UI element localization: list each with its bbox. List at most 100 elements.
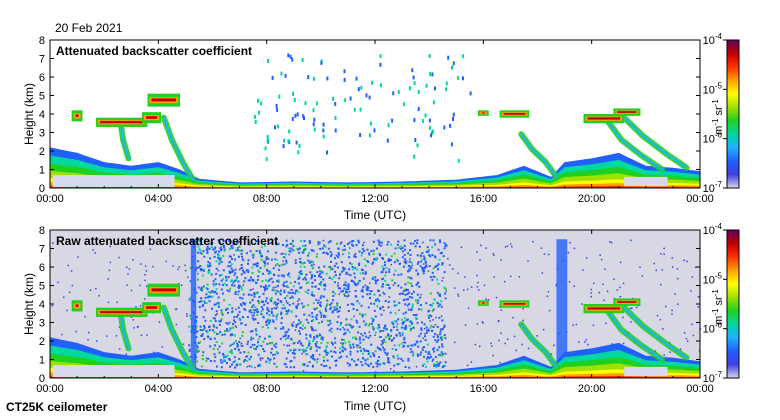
- noise-speckle: [367, 286, 370, 289]
- noise-speckle: [350, 318, 353, 321]
- noise-speckle: [295, 307, 298, 310]
- y-tick-label: 7: [39, 244, 45, 256]
- noise-speckle: [257, 239, 260, 242]
- noise-speckle: [378, 252, 381, 255]
- noise-speckle: [242, 269, 244, 272]
- noise-speckle: [398, 344, 401, 347]
- noise-speckle: [220, 279, 223, 282]
- noise-speckle: [95, 287, 97, 290]
- noise-speckle: [424, 335, 426, 338]
- noise-speckle: [275, 243, 278, 246]
- noise-speckle: [282, 284, 285, 286]
- noise-speckle: [388, 337, 391, 340]
- noise-speckle: [292, 285, 295, 288]
- noise-speckle: [175, 308, 177, 310]
- noise-speckle: [310, 249, 313, 251]
- noise-speckle: [437, 268, 439, 271]
- noise-speckle: [318, 283, 321, 285]
- noise-speckle: [229, 265, 232, 268]
- noise-speckle: [409, 282, 412, 285]
- noise-speckle: [277, 302, 280, 304]
- noise-speckle: [555, 284, 557, 287]
- noise-speckle: [213, 247, 216, 250]
- noise-speckle: [271, 347, 273, 350]
- noise-speckle: [260, 252, 262, 255]
- noise-speckle: [212, 348, 215, 350]
- noise-speckle: [253, 292, 256, 295]
- noise-speckle: [265, 360, 268, 363]
- noise-speckle: [247, 241, 250, 244]
- noise-speckle: [605, 322, 607, 325]
- noise-speckle: [437, 282, 440, 285]
- noise-speckle: [139, 284, 141, 287]
- noise-speckle: [294, 262, 297, 264]
- noise-speckle: [409, 265, 412, 268]
- noise-speckle: [361, 315, 364, 318]
- noise-speckle: [217, 332, 220, 335]
- noise-speckle: [318, 310, 321, 313]
- noise-speckle: [274, 289, 277, 292]
- noise-speckle: [479, 345, 481, 348]
- noise-speckle: [429, 326, 432, 329]
- noise-speckle: [238, 363, 241, 366]
- noise-speckle: [276, 313, 279, 316]
- noise-speckle: [255, 250, 258, 252]
- noise-speckle: [293, 342, 296, 345]
- noise-speckle: [276, 284, 279, 287]
- noise-speckle: [336, 284, 339, 287]
- noise-speckle: [362, 272, 365, 275]
- noise-speckle: [264, 261, 266, 263]
- noise-speckle: [427, 329, 430, 332]
- noise-speckle: [444, 361, 447, 364]
- noise-speckle: [144, 265, 147, 267]
- noise-speckle: [221, 313, 224, 316]
- noise-speckle: [330, 327, 333, 330]
- noise-speckle: [253, 347, 255, 350]
- noise-speckle: [250, 338, 253, 341]
- noise-speckle: [237, 344, 239, 347]
- noise-speckle: [429, 320, 431, 322]
- noise-speckle: [630, 239, 632, 242]
- noise-speckle: [241, 258, 244, 260]
- cloud-speckle: [266, 138, 269, 143]
- noise-speckle: [348, 290, 351, 293]
- noise-speckle: [376, 363, 379, 366]
- noise-speckle: [77, 256, 79, 258]
- noise-speckle: [425, 331, 428, 334]
- noise-speckle: [550, 353, 553, 355]
- noise-speckle: [292, 249, 295, 252]
- noise-speckle: [421, 348, 424, 351]
- noise-speckle: [258, 363, 261, 366]
- colorbar: [726, 229, 740, 379]
- noise-speckle: [205, 302, 208, 305]
- noise-speckle: [291, 242, 294, 245]
- noise-speckle: [373, 309, 376, 312]
- noise-speckle: [410, 277, 413, 280]
- noise-speckle: [310, 346, 313, 349]
- noise-speckle: [444, 365, 446, 367]
- noise-speckle: [336, 302, 339, 305]
- noise-speckle: [380, 330, 382, 332]
- noise-speckle: [325, 251, 328, 254]
- noise-speckle: [241, 297, 244, 300]
- noise-speckle: [189, 314, 192, 317]
- noise-speckle: [218, 351, 221, 354]
- noise-speckle: [326, 351, 329, 354]
- noise-speckle: [415, 317, 417, 320]
- noise-speckle: [255, 262, 258, 265]
- noise-speckle: [297, 248, 300, 251]
- noise-speckle: [466, 288, 469, 291]
- x-tick-label: 00:00: [36, 383, 64, 395]
- noise-speckle: [276, 302, 279, 305]
- noise-speckle: [432, 348, 434, 351]
- noise-speckle: [428, 316, 431, 319]
- noise-speckle: [275, 342, 278, 345]
- noise-speckle: [419, 353, 422, 356]
- noise-speckle: [365, 335, 368, 338]
- noise-speckle: [257, 322, 260, 324]
- cloud-speckle: [413, 154, 416, 159]
- noise-speckle: [315, 298, 318, 301]
- noise-speckle: [379, 363, 382, 366]
- noise-speckle: [421, 252, 424, 255]
- noise-speckle: [360, 290, 363, 293]
